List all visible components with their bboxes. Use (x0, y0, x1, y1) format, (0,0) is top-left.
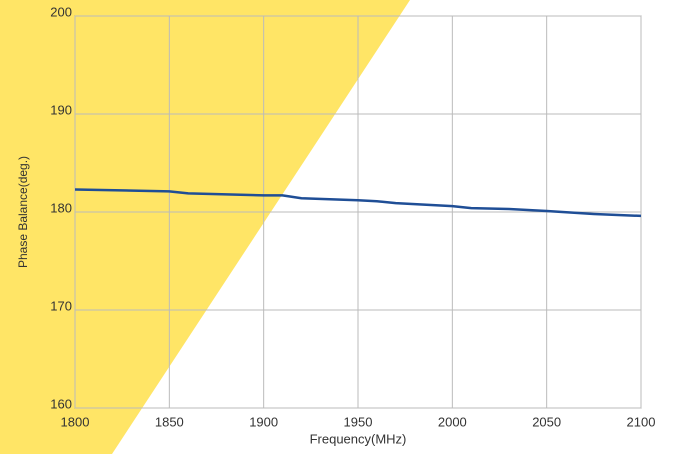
data-line (74, 188, 642, 218)
y-tick-label: 170 (50, 298, 72, 313)
y-tick-label: 160 (50, 396, 72, 411)
x-tick-label: 2100 (627, 414, 656, 429)
y-tick-label: 180 (50, 200, 72, 215)
watermark-band (0, 0, 410, 454)
x-tick-label: 1850 (155, 414, 184, 429)
x-axis-title: Frequency(MHz) (310, 431, 407, 446)
x-tick-label: 2000 (438, 414, 467, 429)
y-tick-label: 190 (50, 102, 72, 117)
x-tick-label: 2050 (532, 414, 561, 429)
x-tick-label: 1950 (344, 414, 373, 429)
y-axis-title: Phase Balance(deg.) (16, 156, 30, 268)
x-tick-label: 1900 (249, 414, 278, 429)
x-tick-label: 1800 (61, 414, 90, 429)
y-tick-label: 200 (50, 4, 72, 19)
